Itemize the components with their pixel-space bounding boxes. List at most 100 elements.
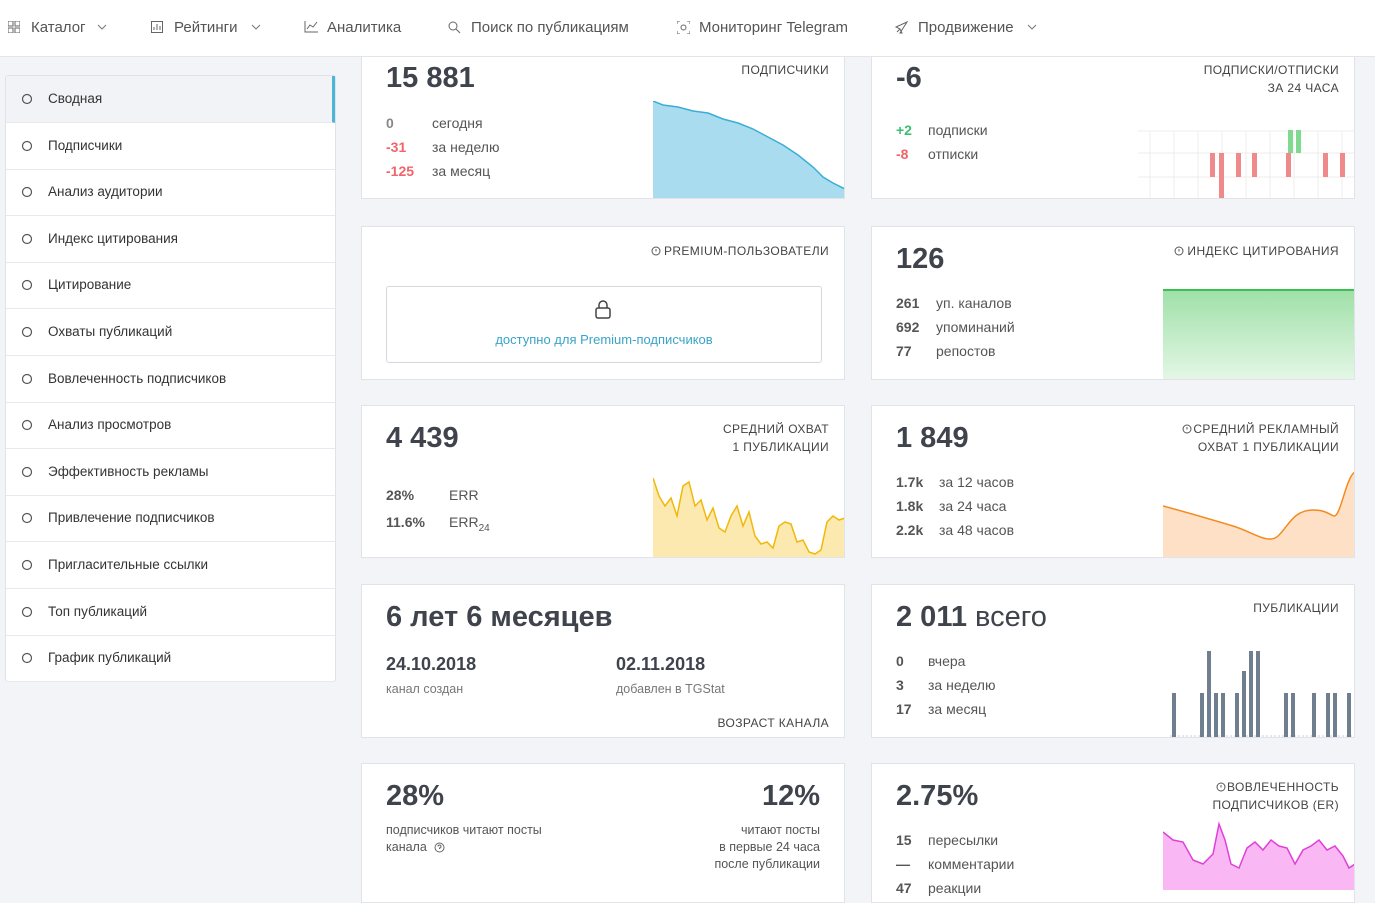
sidebar-item[interactable]: Вовлеченность подписчиков [6,356,335,403]
text: за 48 часов [939,522,1015,538]
num: 3 [896,677,904,693]
sparkline [1163,821,1354,890]
label: СРЕДНИЙ ОХВАТ [722,422,829,436]
card-reach: 4 439 СРЕДНИЙ ОХВАТ 1 ПУБЛИКАЦИИ 28% ERR… [361,405,845,558]
sidebar-item[interactable]: Цитирование [6,262,335,310]
sidebar-item[interactable]: Анализ просмотров [6,402,335,450]
label: ОХВАТ 1 ПУБЛИКАЦИИ [1197,440,1339,454]
nav-item[interactable]: Продвижение [918,19,1014,36]
card-subs-unsubs: -6 ПОДПИСКИ/ОТПИСКИ ЗА 24 ЧАСА +2 подпис… [871,40,1355,199]
card-posts: 2 011 всего ПУБЛИКАЦИИ 0 вчера 3 за неде… [871,584,1355,738]
text: вчера [928,653,966,669]
nav-item[interactable]: Рейтинги [174,19,238,36]
icon [21,326,33,338]
text: комментарии [928,856,1015,872]
chevron [251,24,261,30]
sidebar-label: Пригласительные ссылки [48,557,209,572]
value: 6 лет 6 месяцев [386,601,613,633]
text: уп. каналов [936,295,1012,311]
value: 12% [761,780,820,812]
label: СРЕДНИЙ РЕКЛАМНЫЙ [1193,422,1339,436]
text: пересылки [928,832,999,848]
date: 24.10.2018 [386,654,477,674]
value: 4 439 [386,422,459,454]
icon [304,21,318,33]
num: +2 [896,122,912,138]
sidebar-item[interactable]: Индекс цитирования [6,216,335,263]
icon [651,246,661,256]
sparkline [653,101,844,198]
num: -31 [386,139,407,155]
num: 261 [896,295,920,311]
sidebar-label: График публикаций [48,650,172,666]
label: ВОЗРАСТ КАНАЛА [717,716,829,730]
sidebar-item[interactable]: Сводная [6,76,335,123]
lock-icon [595,300,611,319]
sidebar-item[interactable]: Привлечение подписчиков [6,495,335,543]
label: PREMIUM-ПОЛЬЗОВАТЕЛИ [663,244,829,258]
card-er: 2.75% ВОВЛЕЧЕННОСТЬ ПОДПИСЧИКОВ (ER) 15 … [871,763,1355,903]
text: за 12 часов [939,474,1015,490]
value: 2 011 всего [896,600,1047,634]
sidebar-item[interactable]: Анализ аудитории [6,169,335,217]
nav-item[interactable]: Каталог [31,19,86,36]
sidebar-label: Вовлеченность подписчиков [48,370,227,386]
text: сегодня [432,115,483,131]
num: 17 [896,701,912,717]
sparkline [653,477,844,557]
icon [21,187,33,198]
num: — [896,856,910,872]
icon [21,93,33,105]
text: за месяц [928,701,987,717]
num: 77 [896,343,912,359]
label: 1 ПУБЛИКАЦИИ [732,440,829,454]
text: за неделю [432,139,500,155]
value: 15 881 [386,62,475,94]
top-nav: Каталог Рейтинги Аналитика Поиск по публ… [0,0,1375,57]
premium-link[interactable]: доступно для Premium-подписчиков [495,332,713,347]
icon [1182,424,1192,434]
label: ПОДПИСЧИКОВ (ER) [1212,798,1339,812]
card-subscribers: 15 881 ПОДПИСЧИКИ 0 сегодня -31 за недел… [361,40,845,199]
num: 47 [896,880,912,896]
value: 126 [896,243,945,275]
sidebar-item[interactable]: Пригласительные ссылки [6,542,335,589]
icon [448,21,461,34]
sidebar-item[interactable]: Охваты публикаций [6,309,335,356]
sidebar-label: Подписчики [48,137,123,153]
caption: канала [386,840,427,854]
icon [21,513,33,524]
text: за 24 часа [939,498,1007,514]
sidebar-label: Эффективность рекламы [48,463,209,479]
caption: после публикации [714,857,820,871]
text: реакции [928,880,982,896]
text: за неделю [928,677,996,693]
sidebar: Сводная Подписчики Анализ аудитории Индекс … [5,75,336,683]
card-premium: PREMIUM-ПОЛЬЗОВАТЕЛИ доступно для Premiu… [361,226,845,380]
sidebar-item[interactable]: Эффективность рекламы [6,449,335,496]
unit: всего [975,601,1047,633]
sparkline [1163,471,1354,557]
nav-item[interactable]: Мониторинг Telegram [699,19,849,36]
icon [21,280,33,291]
icon [21,233,33,244]
text: ERR [449,514,479,530]
value: 2.75% [896,780,979,812]
sidebar-label: Топ публикаций [48,603,148,619]
sidebar-item[interactable]: Подписчики [6,123,335,170]
nav-item[interactable]: Аналитика [327,19,402,36]
value: 1 849 [896,422,969,454]
label: ИНДЕКС ЦИТИРОВАНИЯ [1187,244,1339,258]
sidebar-item[interactable]: Топ публикаций [6,589,335,636]
help-icon[interactable] [434,842,445,853]
sidebar-label: Цитирование [48,277,132,293]
sidebar-item[interactable]: График публикаций [6,635,335,683]
sidebar-label: Анализ просмотров [48,417,172,433]
icon [895,21,908,34]
card-ad-reach: 1 849 СРЕДНИЙ РЕКЛАМНЫЙ ОХВАТ 1 ПУБЛИКАЦ… [871,405,1355,558]
bar-chart [1138,130,1354,198]
label: ПУБЛИКАЦИИ [1253,601,1339,615]
nav-item[interactable]: Поиск по публикациям [471,19,629,36]
text: отписки [928,146,979,162]
label: ПОДПИСЧИКИ [741,63,829,77]
